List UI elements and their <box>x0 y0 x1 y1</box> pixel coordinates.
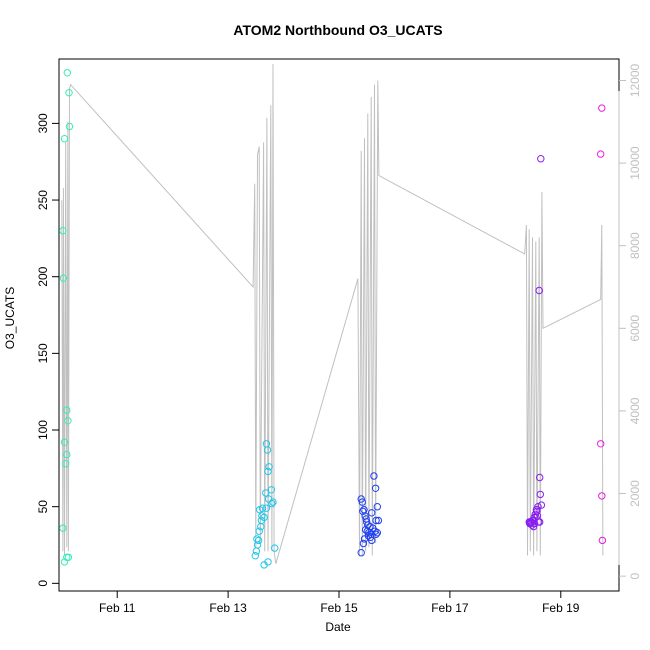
y-tick-label: 250 <box>36 190 50 210</box>
data-point <box>269 498 277 506</box>
data-point <box>60 135 69 143</box>
y2-tick-label: 2000 <box>628 480 642 507</box>
y-axis-title: O3_UCATS <box>3 287 17 349</box>
data-point <box>64 417 72 425</box>
x-tick-label: Feb 11 <box>99 601 136 615</box>
data-point <box>527 519 535 528</box>
y2-axis: 0 2000 4000 6000 8000 10000 12000 <box>618 63 642 579</box>
y-axis: 0 50 100 150 200 250 300 <box>36 113 60 587</box>
x-tick-label: Feb 15 <box>320 601 358 615</box>
data-point <box>537 155 545 163</box>
data-point <box>60 438 69 446</box>
data-point <box>257 522 265 531</box>
data-point <box>252 547 261 555</box>
data-point <box>61 460 70 468</box>
data-point <box>597 150 605 158</box>
data-point <box>264 467 272 476</box>
data-point <box>265 463 273 471</box>
data-point <box>365 529 373 537</box>
data-points <box>59 69 607 569</box>
altitude-trace <box>61 63 604 564</box>
data-point <box>597 440 605 448</box>
data-point <box>373 503 381 511</box>
x-tick-label: Feb 13 <box>209 601 247 615</box>
data-point <box>598 104 606 112</box>
data-point <box>267 486 276 494</box>
data-point <box>251 552 260 560</box>
data-point <box>63 69 72 77</box>
data-point <box>359 507 367 515</box>
y-tick-label: 300 <box>36 113 50 133</box>
y2-tick-label: 4000 <box>628 397 642 424</box>
data-point <box>254 536 263 545</box>
data-point <box>535 286 543 295</box>
data-point <box>63 450 71 459</box>
chart-title: ATOM2 Northbound O3_UCATS <box>233 22 442 38</box>
data-point <box>253 541 262 549</box>
data-point <box>358 498 366 506</box>
y2-tick-label: 10000 <box>628 146 642 180</box>
y2-tick-label: 12000 <box>628 63 642 97</box>
y2-tick-label: 6000 <box>628 315 642 342</box>
data-point <box>536 473 544 482</box>
x-axis-title: Date <box>325 620 351 634</box>
data-point <box>531 510 539 518</box>
data-point <box>371 484 380 492</box>
data-point <box>537 501 546 509</box>
data-point <box>60 558 69 566</box>
data-point <box>256 506 264 514</box>
y-tick-label: 100 <box>36 420 50 440</box>
y-tick-label: 200 <box>36 266 50 286</box>
data-point <box>262 504 271 512</box>
data-point <box>368 509 376 517</box>
altitude-line <box>61 63 604 564</box>
data-point <box>374 516 383 525</box>
data-point <box>357 495 365 503</box>
data-point <box>262 489 270 497</box>
data-point <box>271 544 279 552</box>
data-point <box>64 553 73 561</box>
data-point <box>357 549 365 557</box>
data-point <box>536 518 544 526</box>
data-point <box>360 535 369 543</box>
data-point <box>359 539 368 548</box>
x-tick-label: Feb 17 <box>431 601 469 615</box>
data-point <box>260 561 268 569</box>
data-point <box>65 89 73 97</box>
data-point <box>63 406 71 414</box>
y2-tick-label: 8000 <box>628 232 642 259</box>
data-point <box>268 499 276 508</box>
data-point <box>258 512 266 520</box>
data-point <box>372 530 380 538</box>
data-point <box>368 536 376 545</box>
data-point <box>525 518 533 526</box>
data-point <box>253 535 261 543</box>
data-point <box>255 527 263 535</box>
data-point <box>536 490 544 499</box>
data-point <box>59 227 67 235</box>
y-tick-label: 0 <box>36 580 50 587</box>
y-tick-label: 150 <box>36 343 50 363</box>
x-axis: Feb 11 Feb 13 Feb 15 Feb 17 Feb 19 <box>99 590 580 615</box>
data-point <box>598 492 606 500</box>
data-point <box>372 516 380 525</box>
data-point <box>65 122 74 131</box>
data-point <box>59 274 68 282</box>
data-point <box>263 446 272 454</box>
y-tick-label: 50 <box>36 500 50 514</box>
data-point <box>598 536 607 545</box>
y2-tick-label: 0 <box>628 572 642 579</box>
x-tick-label: Feb 19 <box>542 601 580 615</box>
data-point <box>370 472 378 480</box>
data-point <box>59 524 67 532</box>
